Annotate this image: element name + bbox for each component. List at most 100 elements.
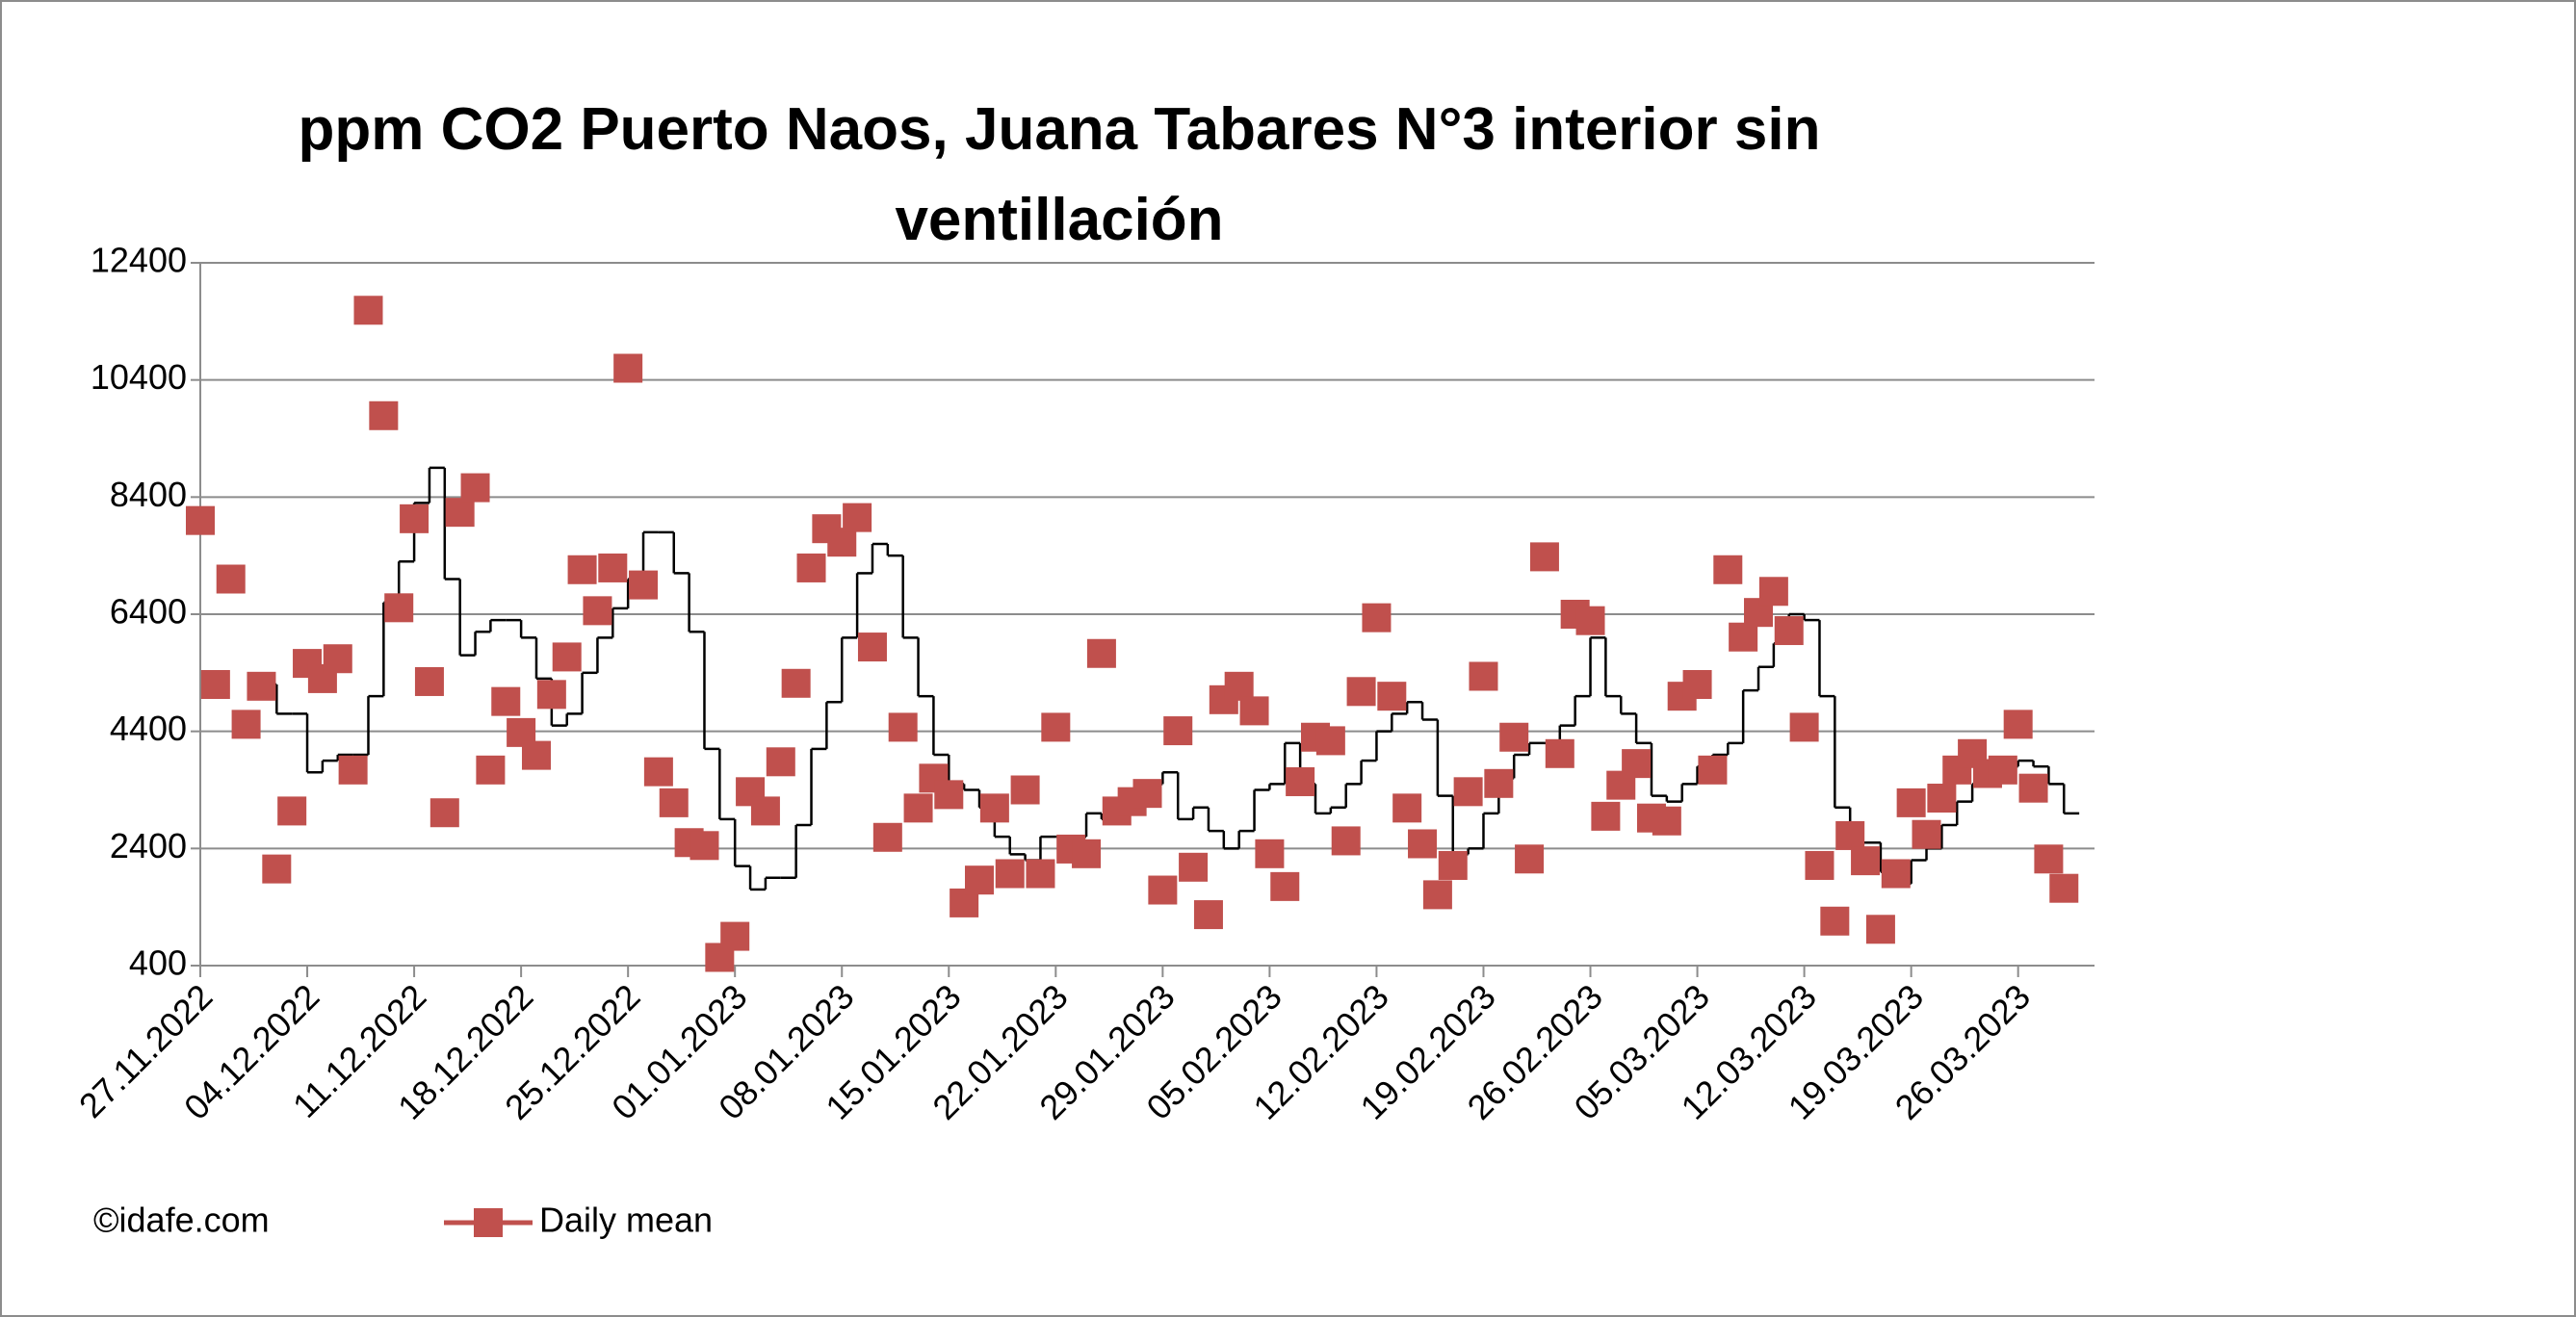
point [338, 755, 368, 785]
point [827, 528, 857, 557]
point [643, 757, 673, 787]
point [1652, 806, 1681, 836]
point [1362, 603, 1392, 633]
point [1698, 755, 1728, 785]
point [1010, 775, 1040, 805]
point [1820, 906, 1850, 936]
point [1239, 696, 1269, 726]
point [247, 671, 276, 701]
point [796, 553, 826, 582]
point [979, 793, 1009, 823]
point [2049, 873, 2079, 903]
point [1346, 677, 1376, 707]
point [1193, 900, 1223, 930]
y-tick-label: 6400 [110, 592, 187, 632]
point [323, 644, 352, 674]
point [262, 854, 292, 884]
point [1392, 793, 1422, 823]
point [720, 921, 750, 951]
point [1255, 839, 1285, 868]
point [903, 793, 933, 823]
point [690, 831, 719, 861]
y-tick-label: 10400 [91, 357, 187, 397]
point [2018, 773, 2048, 803]
point [1469, 661, 1498, 691]
point [872, 822, 902, 852]
point [1515, 844, 1545, 874]
point [1224, 671, 1254, 701]
point [1270, 871, 1300, 901]
point [1881, 859, 1911, 889]
point [1529, 542, 1559, 572]
point [1026, 859, 1055, 889]
point [995, 859, 1025, 889]
point [353, 296, 383, 325]
point [781, 668, 811, 698]
point [1286, 766, 1315, 796]
point [429, 798, 459, 828]
point [1408, 829, 1438, 859]
point [583, 596, 612, 626]
point [200, 670, 230, 699]
point [629, 570, 659, 600]
point [888, 712, 918, 742]
point [1865, 915, 1895, 944]
point [934, 780, 964, 810]
y-tick-label: 400 [129, 943, 187, 983]
point [231, 710, 261, 739]
point [1041, 712, 1071, 742]
point [445, 498, 475, 528]
point [1453, 777, 1483, 807]
point [1545, 738, 1574, 768]
point [476, 755, 506, 785]
point [1179, 852, 1209, 882]
source-note: ©idafe.com [93, 1201, 270, 1240]
point [750, 796, 780, 826]
point [1896, 788, 1926, 817]
point [216, 564, 246, 594]
point [1774, 616, 1804, 646]
point [1912, 819, 1941, 849]
point [414, 666, 444, 696]
point [1805, 850, 1834, 880]
point [1851, 846, 1881, 876]
point [965, 865, 995, 895]
point [1315, 726, 1345, 756]
point [2003, 710, 2033, 739]
point [1682, 670, 1712, 699]
point [659, 788, 689, 817]
point [598, 553, 628, 582]
point [1988, 755, 2017, 785]
point [1927, 784, 1957, 813]
point [1438, 850, 1468, 880]
point [384, 593, 414, 623]
point [369, 400, 399, 430]
point [843, 503, 872, 532]
point [1499, 722, 1529, 752]
point [1377, 682, 1407, 711]
point [277, 796, 307, 826]
point [2034, 844, 2064, 874]
point [1575, 606, 1605, 635]
point [1591, 801, 1621, 831]
point [186, 505, 215, 535]
point [1086, 638, 1116, 668]
chart-title: ppm CO2 Puerto Naos, Juana Tabares N°3 i… [298, 96, 1821, 253]
point [1713, 555, 1743, 584]
point [1072, 839, 1102, 868]
point [460, 473, 490, 503]
point [1835, 820, 1865, 850]
legend-marker [474, 1208, 503, 1237]
y-tick-label: 12400 [91, 241, 187, 280]
point [1729, 622, 1758, 652]
point [1422, 880, 1452, 910]
point [536, 680, 566, 710]
point [400, 504, 429, 533]
legend-label: Daily mean [539, 1201, 713, 1240]
point [1758, 577, 1788, 607]
point [766, 747, 795, 777]
y-tick-label: 4400 [110, 709, 187, 748]
point [1163, 716, 1193, 746]
